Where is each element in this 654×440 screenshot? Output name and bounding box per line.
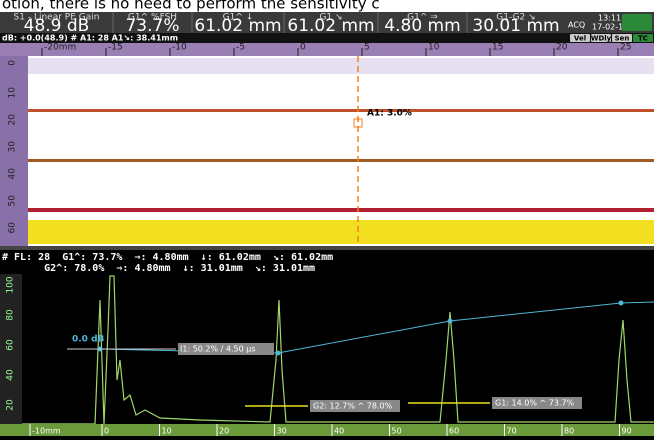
- status-text: dB: +0.0(48.9) # A1: 28 A1↘: 38.41mm: [2, 34, 178, 43]
- gate-label: G2: 12.7% ^ 78.0%: [313, 402, 393, 411]
- axis-label: 10: [8, 87, 18, 99]
- ruler-label: 30: [277, 427, 287, 436]
- axis-label: 50: [8, 195, 18, 207]
- ruler-label: 15: [492, 43, 503, 53]
- dac-point: [619, 301, 624, 306]
- divider: [0, 246, 654, 250]
- readout: # FL: 28 G1^: 73.7% ⇒: 4.80mm ↓: 61.02mm…: [2, 252, 333, 263]
- bscan-image: [28, 56, 654, 246]
- axis-label: 40: [6, 369, 16, 381]
- caption: otion, there is no need to perform the s…: [2, 0, 380, 13]
- ruler-label: 50: [392, 427, 402, 436]
- ruler-label: 80: [564, 427, 574, 436]
- echo-line: [28, 109, 654, 112]
- mode: ACQ: [568, 21, 585, 30]
- echo-line: [28, 208, 654, 212]
- ruler-label: 20: [556, 43, 568, 53]
- time: 13:11: [598, 14, 621, 23]
- axis-label: 20: [8, 114, 18, 126]
- axis-label: 40: [8, 168, 18, 180]
- axis-label: 60: [6, 339, 16, 351]
- battery-icon: [622, 14, 652, 31]
- screen: otion, there is no need to perform the s…: [0, 0, 654, 436]
- button-label: Vel: [574, 35, 586, 43]
- axis-label: 0: [8, 60, 18, 66]
- ruler-label: -15: [108, 43, 123, 53]
- ruler-label: 90: [622, 427, 632, 436]
- dac-point: [276, 351, 281, 356]
- ruler-label: 70: [507, 427, 517, 436]
- axis-label: 30: [8, 141, 18, 153]
- dac-label: 0.0 dB: [72, 335, 105, 345]
- axis-label: 20: [6, 399, 16, 411]
- button-label: WDly: [591, 35, 612, 43]
- readout: G2^: 78.0% ⇒: 4.80mm ↓: 31.01mm ↘: 31.01…: [2, 263, 315, 274]
- ruler-label: 5: [364, 43, 370, 53]
- ruler-label: -5: [236, 43, 245, 53]
- cursor-label: A1: 3.0%: [367, 109, 412, 119]
- ruler-label: 0: [104, 427, 109, 436]
- axis-label: 100: [6, 276, 16, 293]
- button-label: TC: [638, 35, 648, 43]
- ruler-label: 20: [219, 427, 229, 436]
- ruler-label: 40: [334, 427, 344, 436]
- bscan-noise: [28, 58, 654, 74]
- axis-label: 80: [6, 309, 16, 321]
- axis-label: 60: [8, 222, 18, 234]
- gate-label: I1: 50.2% / 4.50 µs: [180, 345, 256, 354]
- ruler-label: -10: [172, 43, 187, 53]
- ruler-label: 0: [300, 43, 306, 53]
- ruler-label: -20mm: [44, 43, 76, 53]
- dac-point: [448, 319, 453, 324]
- ruler-label: 10: [428, 43, 440, 53]
- ruler-label: 10: [162, 427, 172, 436]
- ruler-label: 60: [449, 427, 459, 436]
- gate-label: G1: 14.0% ^ 73.7%: [495, 399, 575, 408]
- ruler-label: 25: [620, 43, 631, 53]
- ascan-ruler: [0, 424, 654, 436]
- echo-line: [28, 159, 654, 162]
- button-label: Sen: [615, 35, 630, 43]
- backwall-band: [28, 220, 654, 244]
- ruler-label: -10mm: [32, 427, 61, 436]
